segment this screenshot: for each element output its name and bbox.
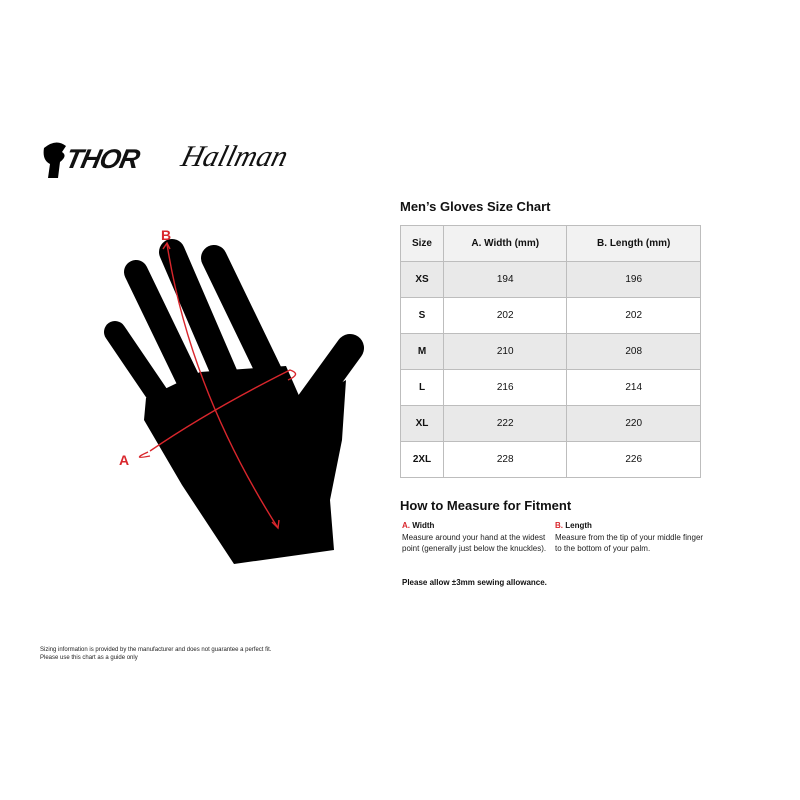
length-instructions: B. Length Measure from the tip of your m… xyxy=(555,521,710,554)
table-row: XL 222 220 xyxy=(400,405,701,442)
width-instructions: A. Width Measure around your hand at the… xyxy=(402,521,552,554)
cell-length: 196 xyxy=(566,261,701,298)
length-label: Length xyxy=(565,521,592,530)
arrow-head xyxy=(271,519,280,530)
size-chart-title: Men’s Gloves Size Chart xyxy=(400,199,551,214)
howto-title: How to Measure for Fitment xyxy=(400,498,572,513)
cell-width: 222 xyxy=(442,405,568,442)
width-description: Measure around your hand at the widest p… xyxy=(402,533,547,553)
disclaimer-line: Please use this chart as a guide only xyxy=(40,655,138,661)
cell-width: 216 xyxy=(442,369,568,406)
cell-width: 194 xyxy=(442,261,568,298)
measurement-lines xyxy=(138,241,297,530)
disclaimer-line: Sizing information is provided by the ma… xyxy=(40,647,272,653)
cell-width: 228 xyxy=(442,441,568,478)
header-width: A. Width (mm) xyxy=(442,225,568,262)
cell-size: XS xyxy=(400,261,444,298)
table-header-row: Size A. Width (mm) B. Length (mm) xyxy=(400,225,701,262)
cell-length: 208 xyxy=(566,333,701,370)
width-line-end xyxy=(138,451,151,459)
cell-size: XL xyxy=(400,405,444,442)
length-letter: B. xyxy=(555,521,563,530)
label-a: A xyxy=(119,452,129,468)
length-description: Measure from the tip of your middle fing… xyxy=(555,533,704,553)
disclaimer: Sizing information is provided by the ma… xyxy=(40,646,271,662)
cell-length: 214 xyxy=(566,369,701,406)
cell-size: L xyxy=(400,369,444,406)
length-line xyxy=(166,243,279,529)
thor-helmet-logo-icon xyxy=(43,142,66,178)
cell-size: S xyxy=(400,297,444,334)
table-row: XS 194 196 xyxy=(400,261,701,298)
arrow-head xyxy=(162,241,171,250)
width-letter: A. xyxy=(402,521,410,530)
size-chart-table: Size A. Width (mm) B. Length (mm) XS 194 1… xyxy=(400,225,701,478)
width-label: Width xyxy=(412,521,435,530)
table-row: 2XL 228 226 xyxy=(400,441,701,478)
hand-measurement-diagram: B A xyxy=(104,227,364,564)
cell-length: 220 xyxy=(566,405,701,442)
table-row: L 216 214 xyxy=(400,369,701,406)
header-length: B. Length (mm) xyxy=(566,225,701,262)
label-b: B xyxy=(161,227,171,243)
allowance-note: Please allow ±3mm sewing allowance. xyxy=(402,578,547,587)
table-row: M 210 208 xyxy=(400,333,701,370)
cell-size: 2XL xyxy=(400,441,444,478)
cell-size: M xyxy=(400,333,444,370)
cell-width: 210 xyxy=(442,333,568,370)
cell-length: 226 xyxy=(566,441,701,478)
header-size: Size xyxy=(400,225,444,262)
hand-silhouette xyxy=(104,239,364,564)
cell-width: 202 xyxy=(442,297,568,334)
cell-length: 202 xyxy=(566,297,701,334)
table-row: S 202 202 xyxy=(400,297,701,334)
width-line xyxy=(149,369,297,452)
brand-logos: THOR Hallman xyxy=(42,138,292,182)
